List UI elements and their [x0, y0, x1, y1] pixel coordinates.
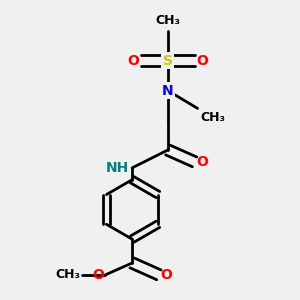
Text: O: O — [128, 54, 140, 68]
Text: O: O — [196, 54, 208, 68]
Text: N: N — [162, 84, 174, 98]
Text: S: S — [163, 54, 173, 68]
Text: CH₃: CH₃ — [200, 111, 226, 124]
Text: O: O — [160, 268, 172, 282]
Text: CH₃: CH₃ — [55, 268, 80, 281]
Text: CH₃: CH₃ — [155, 14, 180, 27]
Text: O: O — [196, 155, 208, 169]
Text: O: O — [92, 268, 104, 282]
Text: NH: NH — [106, 161, 129, 175]
